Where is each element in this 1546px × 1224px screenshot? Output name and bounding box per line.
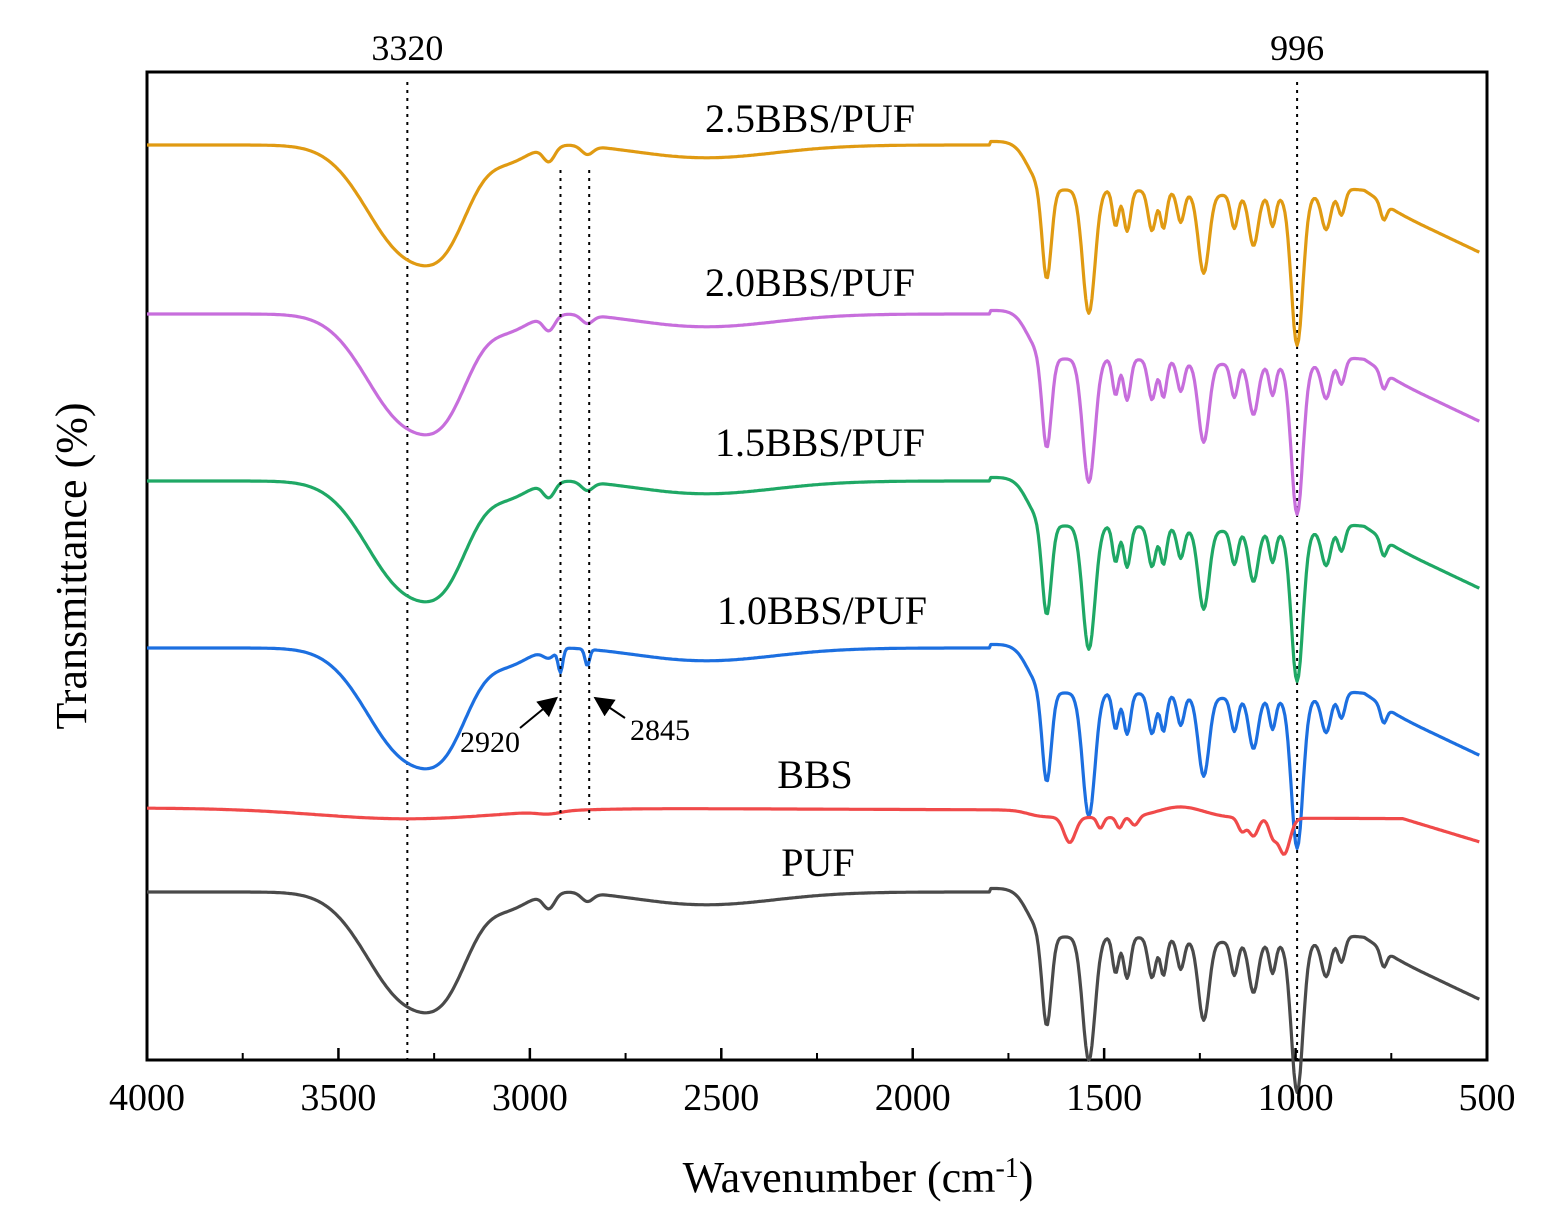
peak-label: 2845 (630, 714, 690, 747)
x-tick-label: 1500 (1066, 1077, 1142, 1119)
peak-arrow (519, 696, 559, 729)
reference-label: 996 (1270, 28, 1324, 68)
series-label: 2.0BBS/PUF (705, 260, 915, 305)
series-line (146, 886, 1480, 1095)
x-tick-label: 2500 (683, 1077, 759, 1119)
reference-lines: 3320 996 (371, 28, 1324, 1060)
series-line (146, 475, 1480, 684)
series-label: PUF (781, 840, 854, 885)
x-tick-label: 3000 (492, 1077, 568, 1119)
series-lines (146, 139, 1480, 1095)
peak-arrow (593, 696, 626, 719)
series-label: 1.5BBS/PUF (715, 420, 925, 465)
series-label: BBS (777, 752, 853, 797)
x-tick-label: 3500 (300, 1077, 376, 1119)
x-axis-title: Wavenumber (cm-1) (683, 1153, 1034, 1203)
x-tick-label: 2000 (875, 1077, 951, 1119)
series-line (146, 805, 1480, 856)
x-tick-label: 1000 (1258, 1077, 1334, 1119)
series-line (146, 308, 1480, 517)
series-label: 1.0BBS/PUF (717, 588, 927, 633)
x-tick-label: 4000 (109, 1077, 185, 1119)
series-line (146, 139, 1480, 347)
x-tick-label: 500 (1459, 1077, 1516, 1119)
reference-label: 3320 (371, 28, 443, 68)
annotations: 2920 2845 (460, 170, 690, 820)
series-label: 2.5BBS/PUF (705, 96, 915, 141)
series-labels: 2.5BBS/PUF 2.0BBS/PUF 1.5BBS/PUF 1.0BBS/PUF… (705, 96, 927, 885)
peak-label: 2920 (460, 726, 520, 759)
x-axis: 4000 3500 3000 2500 2000 1500 1000 500 (109, 1048, 1516, 1119)
y-axis-title: Transmittance (%) (47, 402, 96, 729)
series-line (146, 642, 1480, 851)
